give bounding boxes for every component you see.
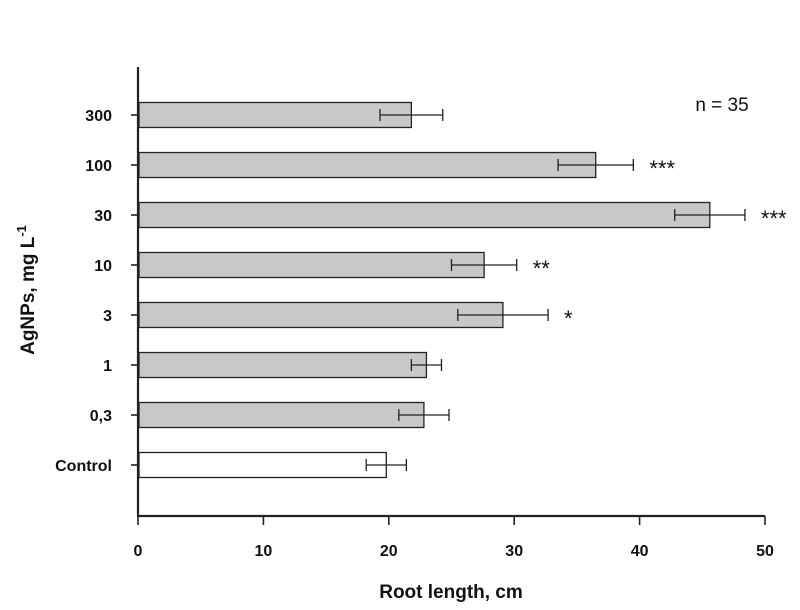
bar xyxy=(138,301,504,329)
x-tick-label: 10 xyxy=(255,543,273,560)
y-tick-label: 0,3 xyxy=(90,408,112,425)
bar xyxy=(138,251,485,279)
x-tick-label: 40 xyxy=(631,543,649,560)
bar xyxy=(138,351,428,379)
y-tick-label: 10 xyxy=(94,258,112,275)
error-bars-layer xyxy=(365,109,746,471)
bar xyxy=(138,151,597,179)
bar xyxy=(138,451,387,479)
y-axis-title-superscript: -1 xyxy=(14,225,29,237)
y-tick-label: Control xyxy=(55,458,112,475)
y-tick-label: 3 xyxy=(103,308,112,325)
significance-label: * xyxy=(564,306,573,331)
x-tick-label: 20 xyxy=(380,543,398,560)
x-tick-label: 50 xyxy=(756,543,774,560)
bar xyxy=(138,201,711,229)
y-axis-title: AgNPs, mg L-1 xyxy=(14,225,39,355)
x-axis-title: Root length, cm xyxy=(379,582,523,603)
y-tick-label: 100 xyxy=(85,158,112,175)
y-tick-label: 30 xyxy=(94,208,112,225)
ticks-layer: Control 0,3 1 3 10 30 100 300 0 10 20 30 40 50 xyxy=(55,108,774,560)
y-tick-label: 300 xyxy=(85,108,112,125)
x-tick-label: 30 xyxy=(505,543,523,560)
sample-size-annotation: n = 35 xyxy=(695,95,748,116)
bar xyxy=(138,101,413,129)
x-tick-label: 0 xyxy=(134,543,143,560)
y-tick-label: 1 xyxy=(103,358,112,375)
y-axis-title-main: AgNPs, mg L xyxy=(18,236,39,355)
significance-layer: ********* xyxy=(533,156,787,331)
significance-label: *** xyxy=(649,156,675,181)
bars-layer xyxy=(138,101,711,479)
significance-label: *** xyxy=(761,206,787,231)
axes-layer xyxy=(136,67,765,518)
bar xyxy=(138,401,425,429)
significance-label: ** xyxy=(533,256,551,281)
